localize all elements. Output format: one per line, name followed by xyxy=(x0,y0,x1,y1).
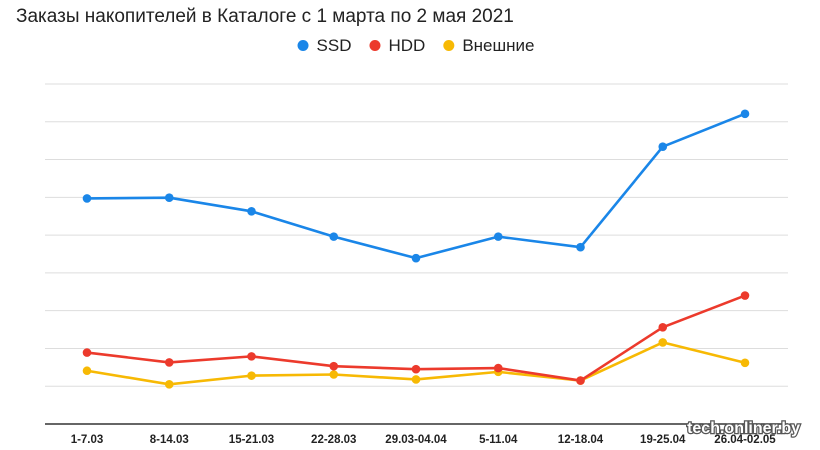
x-tick-label-0: 1-7.03 xyxy=(71,434,104,446)
data-point-0-6 xyxy=(576,242,585,252)
data-point-1-1 xyxy=(164,358,174,367)
series-ssd xyxy=(82,109,750,263)
data-point-2-1 xyxy=(164,380,174,389)
data-point-0-5 xyxy=(493,232,503,241)
data-point-1-0 xyxy=(82,348,92,357)
data-point-2-8 xyxy=(740,358,750,368)
data-point-2-0 xyxy=(82,366,92,376)
x-tick-label-7: 19-25.04 xyxy=(640,434,686,446)
chart-title: Заказы накопителей в Каталоге с 1 марта … xyxy=(16,6,514,27)
series-внешние xyxy=(82,338,750,389)
legend-label-0: SSD xyxy=(317,36,352,55)
x-tick-label-4: 29.03-04.04 xyxy=(385,434,447,446)
data-point-2-3 xyxy=(329,370,339,379)
legend-label-1: HDD xyxy=(388,36,425,55)
data-point-1-4 xyxy=(411,364,421,374)
x-tick-label-3: 22-28.03 xyxy=(311,434,356,446)
legend-label-2: Внешние xyxy=(462,36,534,55)
legend: SSD HDD Внешние xyxy=(297,36,534,55)
data-point-2-7 xyxy=(658,338,668,347)
x-tick-label-6: 12-18.04 xyxy=(558,434,604,446)
data-point-1-5 xyxy=(493,363,503,373)
data-point-0-4 xyxy=(411,253,421,263)
x-tick-labels: 1-7.03 8-14.03 15-21.03 22-28.03 29.03-04.04… xyxy=(71,434,777,446)
series-line-0 xyxy=(85,112,747,260)
data-point-2-4 xyxy=(411,375,421,384)
data-point-0-3 xyxy=(329,232,339,241)
data-point-1-7 xyxy=(658,322,668,332)
data-point-2-2 xyxy=(247,371,256,380)
watermark: tech.onliner.by xyxy=(687,420,800,437)
data-point-1-8 xyxy=(740,291,750,300)
data-point-0-2 xyxy=(247,207,256,216)
legend-marker-1 xyxy=(369,40,381,51)
data-point-1-6 xyxy=(576,376,585,385)
legend-marker-0 xyxy=(297,40,309,51)
grid xyxy=(45,83,788,387)
data-point-1-3 xyxy=(329,361,339,371)
data-point-0-8 xyxy=(740,109,750,119)
x-tick-label-8: 26.04-02.05 xyxy=(714,434,776,446)
data-point-0-1 xyxy=(164,193,174,203)
legend-marker-2 xyxy=(443,40,455,51)
series-hdd xyxy=(82,291,750,385)
x-tick-label-2: 15-21.03 xyxy=(229,434,274,446)
data-point-1-2 xyxy=(247,352,256,361)
data-point-0-0 xyxy=(82,194,92,203)
series-group xyxy=(82,109,750,389)
data-point-0-7 xyxy=(658,142,668,152)
x-tick-label-5: 5-11.04 xyxy=(479,434,518,446)
x-tick-label-1: 8-14.03 xyxy=(150,434,189,446)
